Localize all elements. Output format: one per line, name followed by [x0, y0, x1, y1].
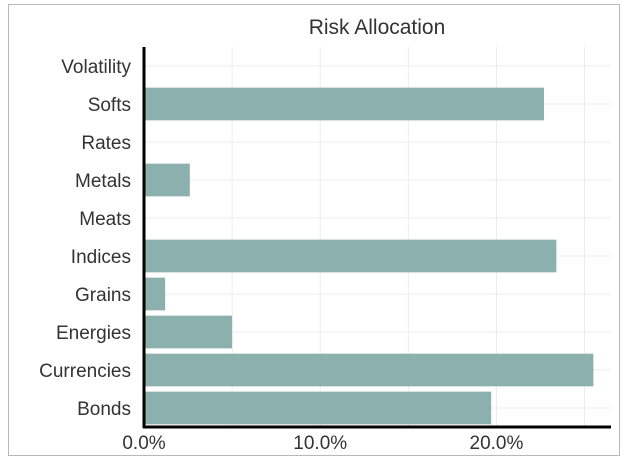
category-label-bonds: Bonds — [77, 399, 131, 420]
category-labels: Volatility Softs Rates Metals Meats Indices Gr… — [39, 57, 131, 420]
category-label-metals: Metals — [75, 171, 131, 192]
chart-title: Risk Allocation — [309, 16, 446, 39]
x-tick-label: 0.0% — [122, 433, 165, 454]
category-label-meats: Meats — [79, 209, 131, 230]
x-tick-label: 10.0% — [293, 433, 347, 454]
x-tick-label: 20.0% — [470, 433, 524, 454]
category-label-indices: Indices — [71, 247, 131, 268]
category-label-grains: Grains — [75, 285, 131, 306]
category-label-volatility: Volatility — [61, 57, 131, 78]
bar-energies — [144, 315, 233, 349]
bar-indices — [144, 239, 557, 273]
bars — [144, 87, 594, 425]
category-label-rates: Rates — [81, 133, 131, 154]
category-label-softs: Softs — [88, 95, 131, 116]
bar-softs — [144, 87, 545, 121]
bar-bonds — [144, 391, 492, 425]
bar-metals — [144, 163, 190, 197]
bar-grains — [144, 277, 166, 311]
bar-currencies — [144, 353, 594, 387]
x-tick-labels: 0.0% 10.0% 20.0% — [122, 433, 523, 454]
category-label-currencies: Currencies — [39, 361, 131, 382]
category-label-energies: Energies — [56, 323, 131, 344]
